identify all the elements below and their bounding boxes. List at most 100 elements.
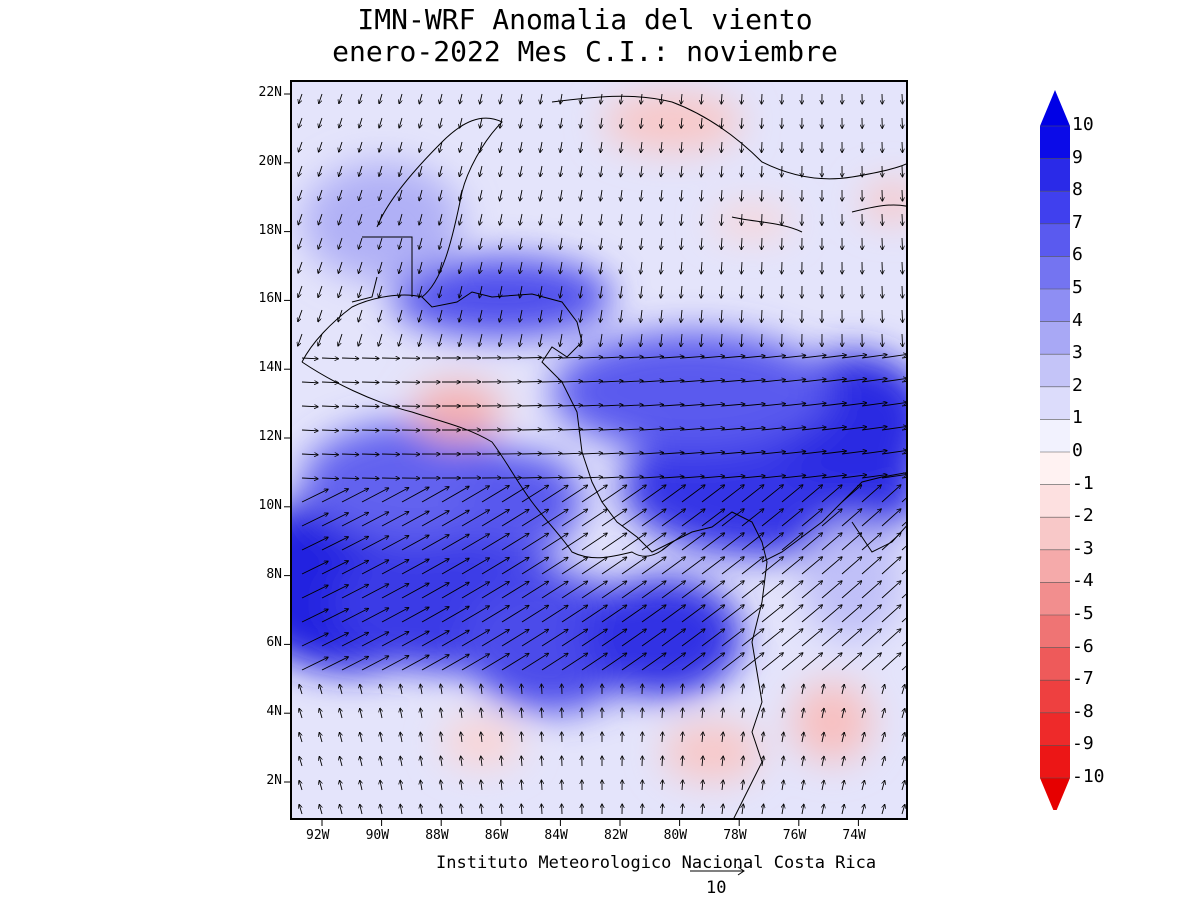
wind-vector <box>321 358 339 359</box>
wind-vector <box>600 165 602 177</box>
wind-vector <box>521 581 549 599</box>
wind-vector <box>620 285 622 298</box>
wind-vector <box>580 141 582 153</box>
wind-vector <box>661 333 662 347</box>
wind-vector <box>419 237 423 249</box>
wind-vector <box>702 756 703 767</box>
wind-vector <box>341 406 359 407</box>
reference-vector-arrow <box>690 866 745 876</box>
wind-vector <box>298 165 303 176</box>
wind-vector <box>682 732 683 743</box>
wind-vector <box>681 117 682 128</box>
wind-vector <box>641 485 666 503</box>
wind-vector <box>319 780 322 791</box>
wind-vector <box>521 485 549 503</box>
wind-vector <box>341 488 369 503</box>
wind-vector <box>321 657 348 671</box>
wind-vector <box>661 509 685 527</box>
wind-vector <box>379 117 383 128</box>
wind-vector <box>821 379 846 383</box>
wind-vector <box>821 485 842 503</box>
wind-vector <box>701 285 702 298</box>
colorbar-level-label: -8 <box>1072 700 1094 722</box>
wind-vector <box>298 189 303 201</box>
wind-vector <box>722 732 723 743</box>
wind-vector <box>821 427 846 431</box>
wind-vector <box>701 581 725 599</box>
wind-vector <box>501 533 529 551</box>
wind-vector <box>540 261 542 274</box>
wind-vector <box>339 93 343 104</box>
wind-vector <box>541 485 568 503</box>
wind-vector <box>701 309 702 322</box>
wind-vector <box>721 237 722 250</box>
wind-vector <box>721 509 744 527</box>
colorbar-level-label: -4 <box>1072 570 1094 592</box>
wind-vector <box>902 213 903 225</box>
wind-vector <box>761 476 786 479</box>
wind-vector <box>581 509 607 527</box>
wind-vector <box>861 427 887 431</box>
wind-vector <box>359 165 363 176</box>
wind-vector <box>722 708 723 719</box>
wind-vector <box>500 93 502 104</box>
wind-vector <box>601 629 627 647</box>
wind-vector <box>681 261 682 274</box>
wind-vector <box>862 804 865 815</box>
wind-vector <box>341 430 359 431</box>
wind-vector <box>501 605 529 623</box>
wind-vector <box>681 452 704 454</box>
wind-vector <box>741 117 742 128</box>
wind-vector <box>399 261 403 274</box>
wind-vector <box>561 509 588 527</box>
wind-vector <box>721 189 722 201</box>
wind-vector <box>359 213 363 225</box>
wind-vector <box>481 582 509 599</box>
wind-vector <box>861 605 881 623</box>
wind-vector <box>762 117 763 128</box>
wind-vector <box>741 380 765 383</box>
wind-vector <box>580 189 582 201</box>
wind-vector <box>721 333 722 347</box>
wind-vector <box>441 780 443 791</box>
wind-vector <box>561 653 588 671</box>
wind-vector <box>761 309 762 323</box>
map-title-line2: enero-2022 Mes C.I.: noviembre <box>332 35 838 68</box>
wind-vector <box>901 804 905 815</box>
wind-vector <box>501 756 502 767</box>
wind-vector <box>882 708 885 719</box>
wind-vector <box>681 653 705 671</box>
wind-vector <box>781 427 806 431</box>
colorbar-segment <box>1040 321 1070 355</box>
wind-vector <box>802 804 804 815</box>
colorbar-segment <box>1040 126 1070 160</box>
wind-vector <box>782 756 784 767</box>
wind-vector <box>901 641 906 647</box>
wind-vector <box>681 476 704 478</box>
wind-vector <box>319 804 322 815</box>
wind-vector <box>580 261 582 274</box>
wind-vector <box>361 488 389 503</box>
wind-vector <box>338 309 343 322</box>
wind-vector <box>540 93 542 104</box>
wind-vector <box>902 333 903 347</box>
wind-vector <box>501 780 502 791</box>
wind-vector <box>841 533 862 551</box>
colorbar-segment <box>1040 582 1070 616</box>
wind-vector <box>862 732 865 743</box>
wind-vector <box>359 189 363 201</box>
wind-vector <box>601 405 623 406</box>
wind-vector <box>761 404 786 407</box>
wind-vector <box>481 732 482 743</box>
wind-vector <box>379 93 383 104</box>
wind-vector <box>861 355 887 359</box>
wind-vector <box>821 629 842 647</box>
wind-vector <box>460 117 463 128</box>
wind-vector <box>501 629 529 647</box>
wind-vector <box>378 309 383 322</box>
wind-vector <box>419 309 423 322</box>
wind-vector <box>801 475 826 479</box>
wind-vector <box>338 261 343 273</box>
wind-vector <box>301 609 328 623</box>
wind-vector <box>441 606 469 623</box>
